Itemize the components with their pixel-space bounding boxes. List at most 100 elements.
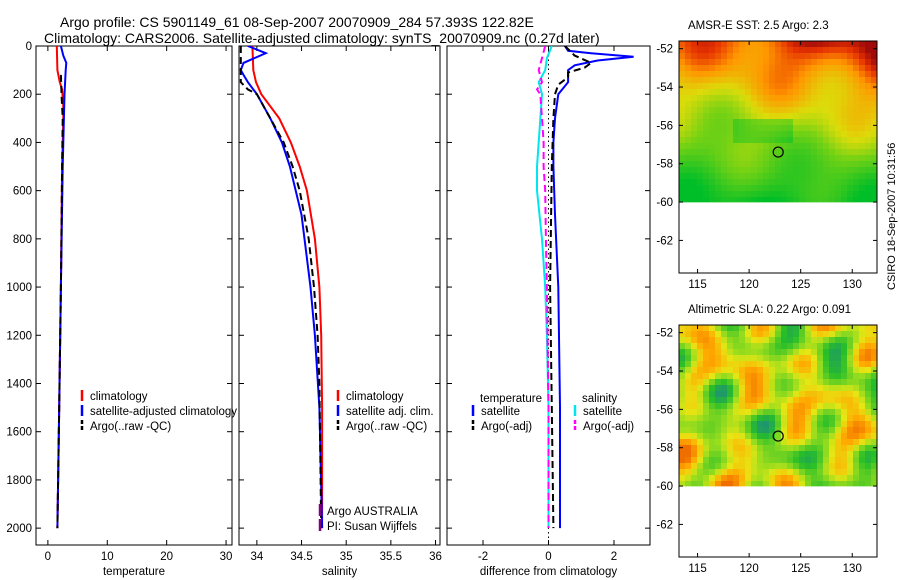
heatmap-cell [871, 197, 878, 203]
heatmap-cell [793, 107, 800, 114]
heatmap-cell [787, 65, 794, 72]
heatmap-cell [817, 361, 824, 368]
heatmap-cell [871, 457, 878, 464]
heatmap-cell [757, 77, 764, 84]
heatmap-cell [859, 427, 866, 434]
heatmap-cell [763, 463, 770, 470]
heatmap-cell [811, 83, 818, 90]
heatmap-cell [703, 137, 710, 144]
heatmap-cell [709, 409, 716, 416]
heatmap-cell [757, 337, 764, 344]
heatmap-cell [739, 197, 746, 203]
heatmap-cell [763, 415, 770, 422]
heatmap-cell [823, 185, 830, 192]
heatmap-cell [829, 89, 836, 96]
heatmap-cell [817, 155, 824, 162]
heatmap-cell [679, 475, 686, 482]
heatmap-cell [703, 385, 710, 392]
heatmap-cell [715, 397, 722, 404]
heatmap-cell [757, 463, 764, 470]
heatmap-cell [847, 71, 854, 78]
heatmap-cell [787, 415, 794, 422]
heatmap-cell [715, 113, 722, 120]
heatmap-cell [871, 337, 878, 344]
heatmap-cell [781, 95, 788, 102]
heatmap-cell [739, 47, 746, 54]
heatmap-cell [811, 125, 818, 132]
heatmap-cell [703, 107, 710, 114]
y-tick-label: -54 [656, 366, 673, 378]
heatmap-cell [721, 89, 728, 96]
heatmap-cell [865, 149, 872, 156]
heatmap-cell [841, 403, 848, 410]
heatmap-cell [727, 379, 734, 386]
heatmap-cell [787, 439, 794, 446]
heatmap-cell [727, 367, 734, 374]
heatmap-cell [733, 445, 740, 452]
heatmap-cell [859, 161, 866, 168]
heatmap-cell [811, 421, 818, 428]
heatmap-cell [859, 349, 866, 356]
heatmap-cell [847, 131, 854, 138]
heatmap-cell [871, 95, 878, 102]
heatmap-cell [823, 71, 830, 78]
heatmap-cell [715, 155, 722, 162]
x-tick-label: -2 [478, 551, 488, 563]
heatmap-cell [721, 415, 728, 422]
heatmap-cell [757, 131, 764, 138]
heatmap-cell [871, 475, 878, 482]
heatmap-cell [835, 403, 842, 410]
heatmap-cell [727, 337, 734, 344]
heatmap-cell [697, 463, 704, 470]
heatmap-cell [811, 349, 818, 356]
heatmap-cell [835, 415, 842, 422]
heatmap-cell [757, 161, 764, 168]
heatmap-cell [685, 475, 692, 482]
heatmap-cell [841, 119, 848, 126]
heatmap-cell [691, 391, 698, 398]
heatmap-cell [841, 463, 848, 470]
heatmap-cell [871, 65, 878, 72]
heatmap-cell [853, 445, 860, 452]
heatmap-cell [757, 481, 764, 487]
heatmap-cell [793, 71, 800, 78]
heatmap-cell [721, 349, 728, 356]
heatmap-cell [811, 337, 818, 344]
heatmap-cell [763, 137, 770, 144]
heatmap-cell [727, 47, 734, 54]
heatmap-cell [769, 361, 776, 368]
heatmap-cell [823, 179, 830, 186]
heatmap-cell [799, 355, 806, 362]
heatmap-cell [781, 179, 788, 186]
heatmap-cell [781, 325, 788, 332]
heatmap-cell [715, 337, 722, 344]
heatmap-cell [847, 409, 854, 416]
heatmap-cell [817, 379, 824, 386]
heatmap-cell [817, 149, 824, 156]
heatmap-cell [703, 355, 710, 362]
heatmap-cell [811, 119, 818, 126]
heatmap-cell [745, 349, 752, 356]
heatmap-cell [799, 191, 806, 198]
heatmap-cell [811, 101, 818, 108]
heatmap-cell [847, 161, 854, 168]
heatmap-cell [697, 65, 704, 72]
heatmap-cell [769, 59, 776, 66]
heatmap-cell [793, 197, 800, 203]
heatmap-cell [727, 65, 734, 72]
heatmap-cell [817, 349, 824, 356]
heatmap-cell [691, 343, 698, 350]
heatmap-cell [787, 131, 794, 138]
heatmap-cell [847, 481, 854, 487]
heatmap-cell [691, 481, 698, 487]
heatmap-cell [871, 379, 878, 386]
heatmap-cell [733, 439, 740, 446]
heatmap-cell [715, 89, 722, 96]
heatmap-cell [787, 379, 794, 386]
heatmap-cell [793, 481, 800, 487]
heatmap-cell [823, 119, 830, 126]
heatmap-cell [733, 367, 740, 374]
heatmap-cell [745, 113, 752, 120]
heatmap-cell [853, 77, 860, 84]
heatmap-cell [865, 331, 872, 338]
